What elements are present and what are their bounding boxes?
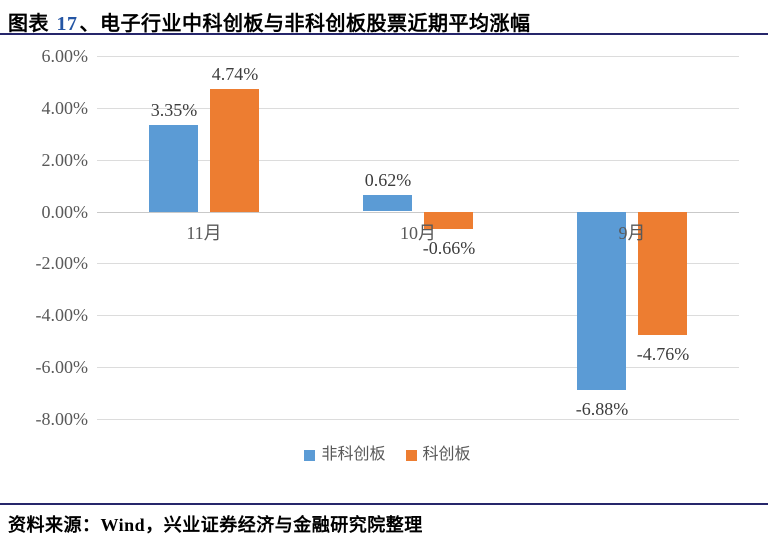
bar-非科创板-11月 bbox=[149, 125, 198, 212]
y-axis-tick-label: 0.00% bbox=[41, 202, 89, 222]
y-axis-tick-label: -4.00% bbox=[35, 305, 89, 325]
figure-title: 图表 17 、电子行业中科创板与非科创板股票近期平均涨幅 bbox=[0, 0, 768, 36]
chart-legend: 非科创板 科创板 bbox=[0, 447, 775, 463]
y-axis-tick-label: -8.00% bbox=[35, 409, 89, 429]
header-rule bbox=[0, 33, 768, 35]
x-axis-category-label: 11月 bbox=[186, 223, 222, 243]
y-axis-tick-label: 2.00% bbox=[41, 150, 89, 170]
bar-value-label: -0.66% bbox=[422, 238, 476, 258]
bar-科创板-9月 bbox=[638, 212, 687, 335]
legend-item-科创板: 科创板 bbox=[405, 446, 471, 463]
bar-科创板-11月 bbox=[210, 89, 259, 212]
gridline bbox=[97, 263, 739, 264]
gridline bbox=[97, 419, 739, 420]
x-axis-zero-line bbox=[97, 212, 739, 213]
legend-label: 非科创板 bbox=[321, 446, 386, 463]
gridline bbox=[97, 160, 739, 161]
y-axis-tick-label: 6.00% bbox=[41, 46, 89, 66]
legend-swatch-icon bbox=[304, 449, 316, 461]
gridline bbox=[97, 56, 739, 57]
bar-科创板-10月 bbox=[424, 212, 473, 229]
figure-title-prefix: 图表 bbox=[8, 13, 55, 35]
y-axis-tick-label: -6.00% bbox=[35, 357, 89, 377]
y-axis-tick-label: -2.00% bbox=[35, 253, 89, 273]
gridline bbox=[97, 367, 739, 368]
y-axis-tick-label: 4.00% bbox=[41, 98, 89, 118]
figure-title-text: 、电子行业中科创板与非科创板股票近期平均涨幅 bbox=[79, 13, 531, 35]
gridline bbox=[97, 108, 739, 109]
bar-value-label: -6.88% bbox=[575, 399, 629, 419]
legend-item-非科创板: 非科创板 bbox=[304, 446, 386, 463]
legend-label: 科创板 bbox=[422, 446, 471, 463]
bar-value-label: 0.62% bbox=[364, 170, 412, 190]
bar-非科创板-10月 bbox=[363, 195, 412, 211]
footer-rule bbox=[0, 503, 768, 505]
x-axis-category-label: 10月 bbox=[400, 223, 436, 243]
x-axis-category-label: 9月 bbox=[618, 223, 646, 243]
figure-number: 17 bbox=[56, 13, 78, 35]
legend-swatch-icon bbox=[405, 449, 417, 461]
figure-header: 图表 17 、电子行业中科创板与非科创板股票近期平均涨幅 bbox=[0, 0, 768, 36]
bar-value-label: 4.74% bbox=[211, 64, 259, 84]
bar-value-label: 3.35% bbox=[150, 100, 198, 120]
bar-value-label: -4.76% bbox=[636, 344, 690, 364]
bar-非科创板-9月 bbox=[577, 212, 626, 390]
gridline bbox=[97, 315, 739, 316]
source-note: 资料来源：Wind，兴业证券经济与金融研究院整理 bbox=[8, 515, 423, 535]
